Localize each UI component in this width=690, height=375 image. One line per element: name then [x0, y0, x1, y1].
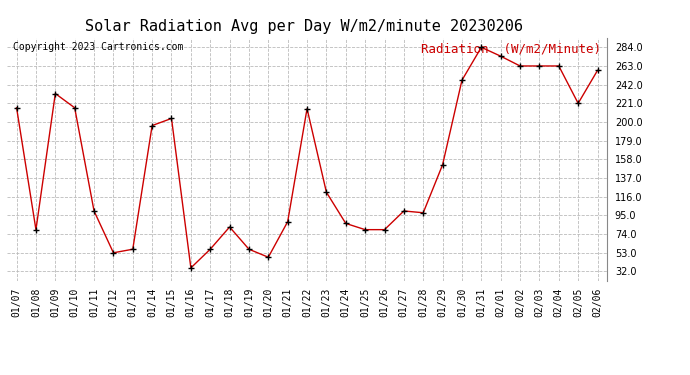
Text: Solar Radiation Avg per Day W/m2/minute 20230206: Solar Radiation Avg per Day W/m2/minute …	[85, 19, 522, 34]
Text: Radiation  (W/m2/Minute): Radiation (W/m2/Minute)	[421, 42, 601, 56]
Text: Copyright 2023 Cartronics.com: Copyright 2023 Cartronics.com	[13, 42, 184, 52]
